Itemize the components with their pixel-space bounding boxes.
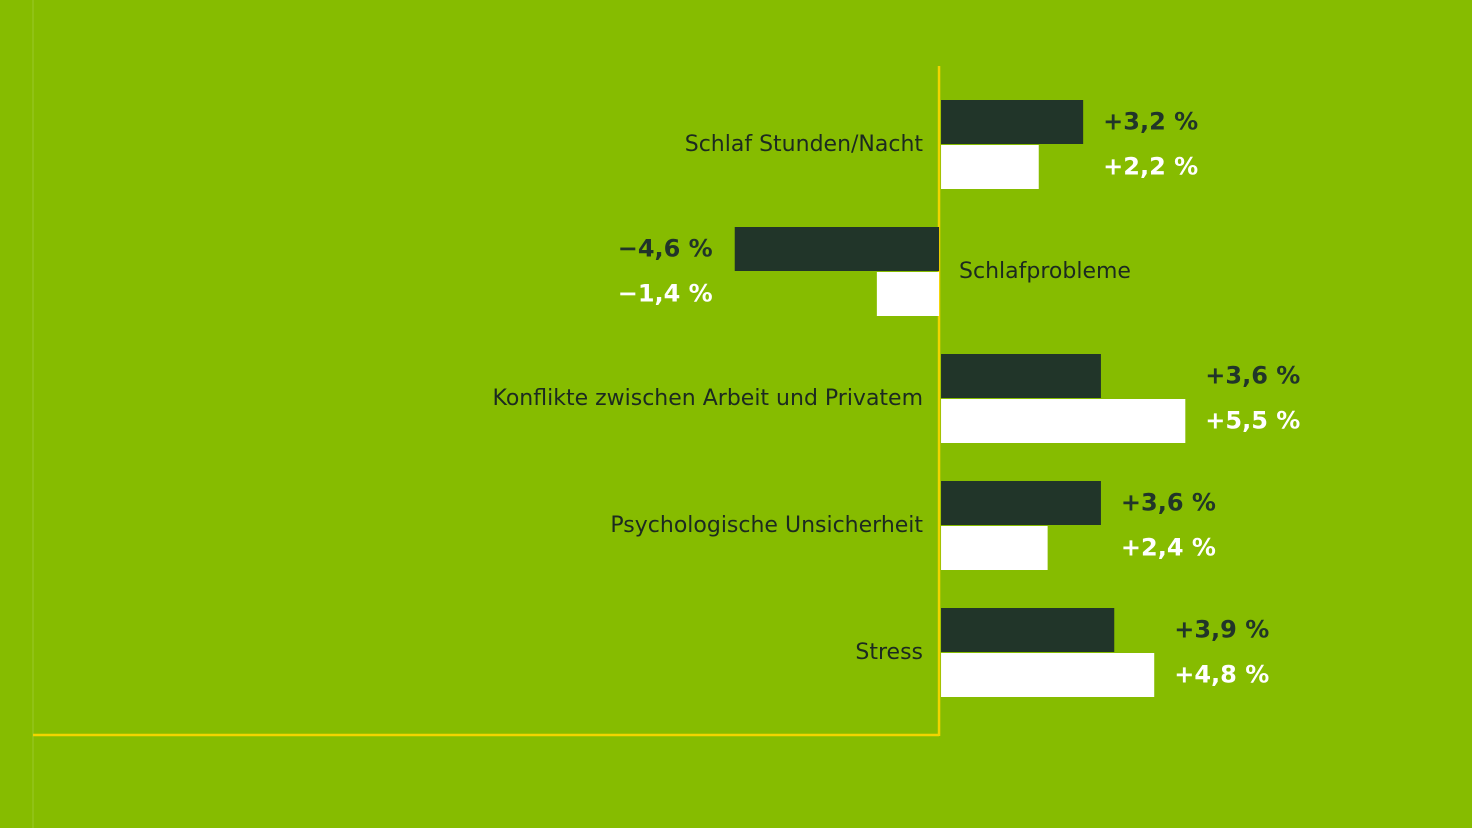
value-label: +3,2 % [1103, 108, 1198, 136]
value-label: +5,5 % [1205, 407, 1300, 435]
bar [941, 526, 1048, 570]
value-label: +4,8 % [1174, 661, 1269, 689]
bar [941, 653, 1155, 697]
category-label: Stress [855, 640, 923, 665]
value-label: +3,6 % [1121, 489, 1216, 517]
value-label: −4,6 % [618, 235, 713, 263]
value-label: +3,6 % [1205, 362, 1300, 390]
bar [941, 608, 1115, 652]
bar [941, 481, 1101, 525]
value-label: −1,4 % [618, 280, 713, 308]
bar [941, 354, 1101, 398]
category-label: Schlafprobleme [959, 259, 1131, 284]
bar [734, 227, 940, 271]
bar [941, 399, 1186, 443]
bar [941, 100, 1084, 144]
value-label: +3,9 % [1174, 616, 1269, 644]
value-label: +2,4 % [1121, 534, 1216, 562]
category-label: Konflikte zwischen Arbeit und Privatem [493, 386, 924, 411]
bar [941, 145, 1039, 189]
bar [876, 272, 940, 316]
category-label: Psychologische Unsicherheit [610, 513, 923, 538]
value-label: +2,2 % [1103, 153, 1198, 181]
category-label: Schlaf Stunden/Nacht [685, 132, 924, 157]
